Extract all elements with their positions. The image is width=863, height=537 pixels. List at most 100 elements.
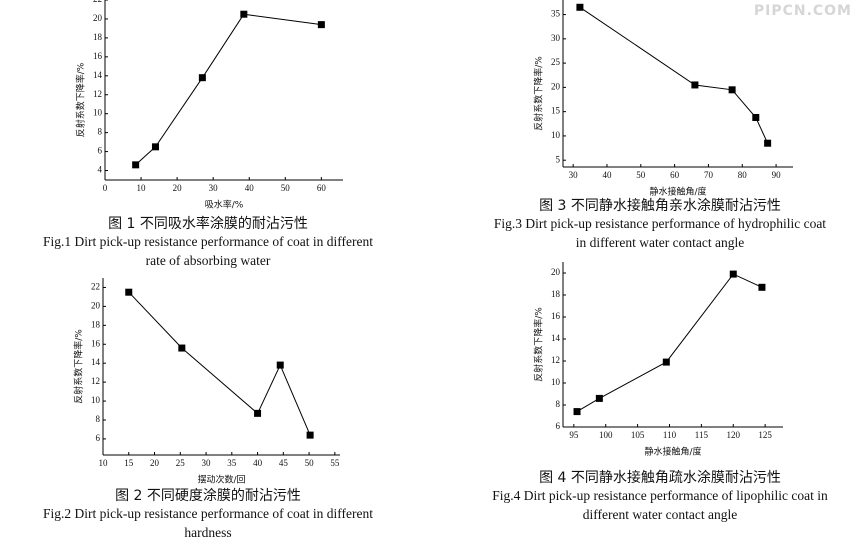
data-point bbox=[764, 139, 772, 147]
x-tick-label: 95 bbox=[569, 430, 579, 440]
data-point bbox=[573, 408, 581, 416]
data-point bbox=[728, 86, 736, 94]
x-tick-label: 40 bbox=[245, 183, 255, 193]
y-axis-label: 反射系数下降率/% bbox=[533, 307, 545, 382]
x-tick-label: 90 bbox=[772, 170, 782, 180]
y-tick-label: 16 bbox=[551, 311, 561, 321]
data-point bbox=[198, 74, 206, 82]
data-point bbox=[276, 361, 284, 369]
y-tick-label: 14 bbox=[91, 357, 101, 367]
x-tick-label: 35 bbox=[227, 458, 237, 468]
caption-en: Fig.1 Dirt pick-up resistance performanc… bbox=[43, 234, 373, 249]
x-tick-label: 20 bbox=[150, 458, 160, 468]
y-tick-label: 6 bbox=[96, 433, 101, 443]
y-tick-label: 35 bbox=[551, 9, 561, 19]
data-point bbox=[132, 161, 140, 169]
data-line bbox=[135, 13, 322, 166]
y-tick-label: 10 bbox=[551, 377, 561, 387]
caption-cn: 图 2 不同硬度涂膜的耐沾污性 bbox=[115, 488, 301, 504]
watermark: PIPCN.COM bbox=[754, 3, 852, 19]
x-tick-label: 125 bbox=[758, 430, 772, 440]
x-tick-label: 50 bbox=[305, 458, 315, 468]
y-tick-label: 10 bbox=[91, 395, 101, 405]
caption-en: Fig.3 Dirt pick-up resistance performanc… bbox=[494, 216, 826, 231]
caption-en: in different water contact angle bbox=[576, 235, 744, 250]
data-point bbox=[595, 394, 603, 402]
y-tick-label: 8 bbox=[98, 127, 103, 137]
data-point bbox=[729, 270, 737, 278]
x-tick-label: 50 bbox=[281, 183, 291, 193]
x-axis-label: 静水接触角/度 bbox=[649, 186, 706, 198]
data-point bbox=[691, 81, 699, 89]
caption-cn: 图 1 不同吸水率涂膜的耐沾污性 bbox=[108, 215, 308, 232]
y-tick-label: 6 bbox=[98, 146, 103, 156]
x-tick-label: 50 bbox=[636, 170, 646, 180]
data-point bbox=[125, 288, 133, 296]
y-tick-label: 10 bbox=[93, 108, 103, 118]
y-tick-label: 20 bbox=[551, 267, 561, 277]
data-point bbox=[151, 143, 159, 151]
x-tick-label: 30 bbox=[569, 170, 579, 180]
y-axis-label: 反射系数下降率/% bbox=[75, 62, 87, 137]
y-tick-label: 14 bbox=[551, 333, 561, 343]
y-tick-label: 14 bbox=[93, 70, 103, 80]
x-tick-label: 100 bbox=[599, 430, 613, 440]
data-point bbox=[178, 344, 186, 352]
caption-cn: 图 4 不同静水接触角疏水涂膜耐沾污性 bbox=[539, 469, 781, 486]
y-tick-label: 22 bbox=[93, 0, 102, 4]
x-tick-label: 20 bbox=[173, 183, 183, 193]
y-tick-label: 15 bbox=[551, 106, 561, 116]
y-tick-label: 20 bbox=[93, 13, 103, 23]
y-tick-label: 5 bbox=[556, 154, 561, 164]
y-tick-label: 12 bbox=[91, 376, 100, 386]
data-point bbox=[752, 113, 760, 121]
y-tick-label: 20 bbox=[91, 300, 101, 310]
y-tick-label: 10 bbox=[551, 130, 561, 140]
x-tick-label: 40 bbox=[602, 170, 612, 180]
caption-en: different water contact angle bbox=[583, 507, 738, 522]
x-tick-label: 105 bbox=[631, 430, 645, 440]
x-axis-label: 摆动次数/回 bbox=[197, 474, 245, 486]
y-tick-label: 16 bbox=[91, 338, 101, 348]
caption-en: hardness bbox=[184, 525, 231, 537]
x-tick-label: 110 bbox=[663, 430, 677, 440]
y-tick-label: 25 bbox=[551, 57, 561, 67]
data-point bbox=[240, 10, 248, 18]
y-tick-label: 8 bbox=[556, 399, 561, 409]
y-axis-label: 反射系数下降率/% bbox=[533, 56, 545, 131]
x-tick-label: 115 bbox=[695, 430, 709, 440]
y-tick-label: 6 bbox=[556, 421, 561, 431]
data-point bbox=[758, 283, 766, 291]
data-line bbox=[576, 273, 763, 413]
y-tick-label: 12 bbox=[551, 355, 560, 365]
y-tick-label: 8 bbox=[96, 414, 101, 424]
y-tick-label: 16 bbox=[93, 51, 103, 61]
x-tick-label: 120 bbox=[727, 430, 741, 440]
x-tick-label: 15 bbox=[124, 458, 134, 468]
y-tick-label: 22 bbox=[91, 282, 100, 292]
data-point bbox=[662, 358, 670, 366]
data-point bbox=[576, 3, 584, 11]
x-tick-label: 25 bbox=[176, 458, 186, 468]
x-tick-label: 40 bbox=[253, 458, 263, 468]
caption-en: Fig.2 Dirt pick-up resistance performanc… bbox=[43, 506, 373, 521]
y-tick-label: 4 bbox=[98, 165, 103, 175]
y-tick-label: 12 bbox=[93, 89, 102, 99]
y-tick-label: 18 bbox=[551, 289, 561, 299]
y-tick-label: 30 bbox=[551, 33, 561, 43]
y-tick-label: 18 bbox=[91, 319, 101, 329]
data-point bbox=[306, 431, 314, 439]
y-tick-label: 18 bbox=[93, 32, 103, 42]
data-point bbox=[254, 409, 262, 417]
x-tick-label: 10 bbox=[137, 183, 147, 193]
x-axis-label: 静水接触角/度 bbox=[644, 446, 701, 458]
y-axis-label: 反射系数下降率/% bbox=[73, 329, 85, 404]
x-tick-label: 0 bbox=[103, 183, 108, 193]
caption-cn: 图 3 不同静水接触角亲水涂膜耐沾污性 bbox=[539, 197, 781, 214]
x-tick-label: 30 bbox=[202, 458, 212, 468]
x-tick-label: 60 bbox=[670, 170, 680, 180]
x-tick-label: 45 bbox=[279, 458, 289, 468]
caption-en: Fig.4 Dirt pick-up resistance performanc… bbox=[492, 488, 828, 503]
data-line bbox=[579, 6, 769, 144]
